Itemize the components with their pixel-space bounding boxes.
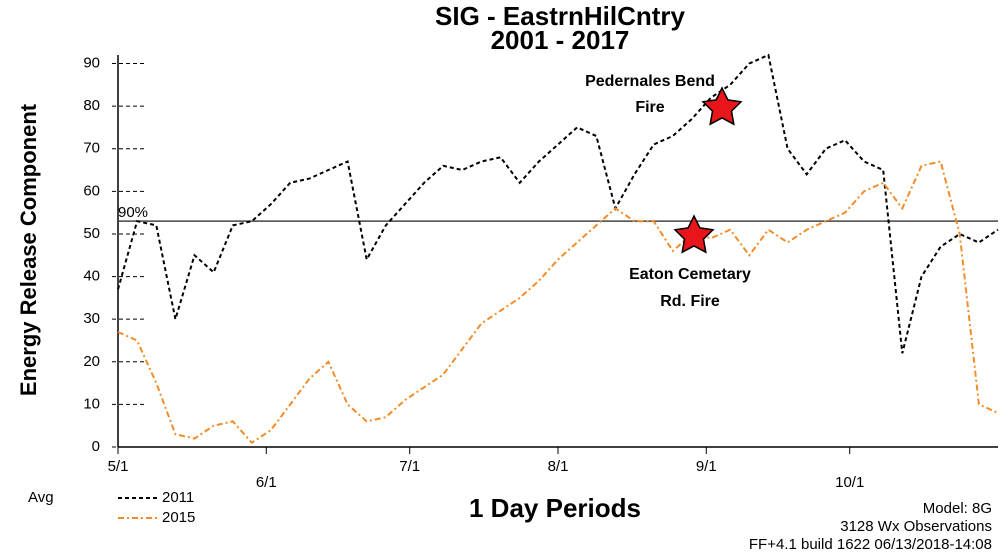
- y-tick-label: 0: [92, 438, 100, 455]
- y-tick-label: 30: [83, 310, 100, 327]
- y-tick-label: 60: [83, 182, 100, 199]
- percentile-label: 90%: [118, 204, 148, 221]
- chart-title: SIG - EastrnHilCntry: [435, 1, 685, 31]
- data-line: [117, 53, 999, 354]
- annotation: Rd. Fire: [660, 293, 720, 310]
- x-tick-label: 5/1: [108, 458, 129, 475]
- y-tick-label: 70: [83, 140, 100, 157]
- y-tick-label: 10: [83, 395, 100, 412]
- x-tick-label: 6/1: [256, 474, 277, 491]
- annotation: Eaton Cemetary: [629, 266, 751, 283]
- y-tick-label: 40: [83, 268, 100, 285]
- legend-label: 2015: [162, 509, 195, 526]
- x-tick-label: 7/1: [399, 458, 420, 475]
- y-tick-label: 20: [83, 353, 100, 370]
- annotation: Fire: [635, 99, 664, 116]
- y-tick-label: 50: [83, 225, 100, 242]
- y-tick-label: 90: [83, 54, 100, 71]
- x-tick-label: 9/1: [696, 458, 717, 475]
- footer: FF+4.1 build 1622 06/13/2018-14:08: [749, 536, 992, 553]
- chart-subtitle: 2001 - 2017: [491, 25, 630, 55]
- data-line: [117, 160, 999, 445]
- legend-label: 2011: [162, 489, 194, 506]
- x-axis-label: 1 Day Periods: [469, 493, 641, 523]
- y-axis-label: Energy Release Component: [16, 103, 41, 396]
- footer: 3128 Wx Observations: [840, 518, 992, 535]
- legend-title: Avg: [28, 489, 54, 506]
- x-tick-label: 10/1: [835, 474, 864, 491]
- star-marker: [701, 86, 743, 126]
- footer: Model: 8G: [923, 500, 992, 517]
- x-tick-label: 8/1: [548, 458, 569, 475]
- annotation: Pedernales Bend: [585, 73, 715, 90]
- star-marker: [673, 214, 715, 254]
- y-tick-label: 80: [83, 97, 100, 114]
- plot-area: 0 10 20 30 40 50 60 70 80 90 5/1 6/1 7/1 8/1 9/1 10/1 90…: [83, 53, 999, 491]
